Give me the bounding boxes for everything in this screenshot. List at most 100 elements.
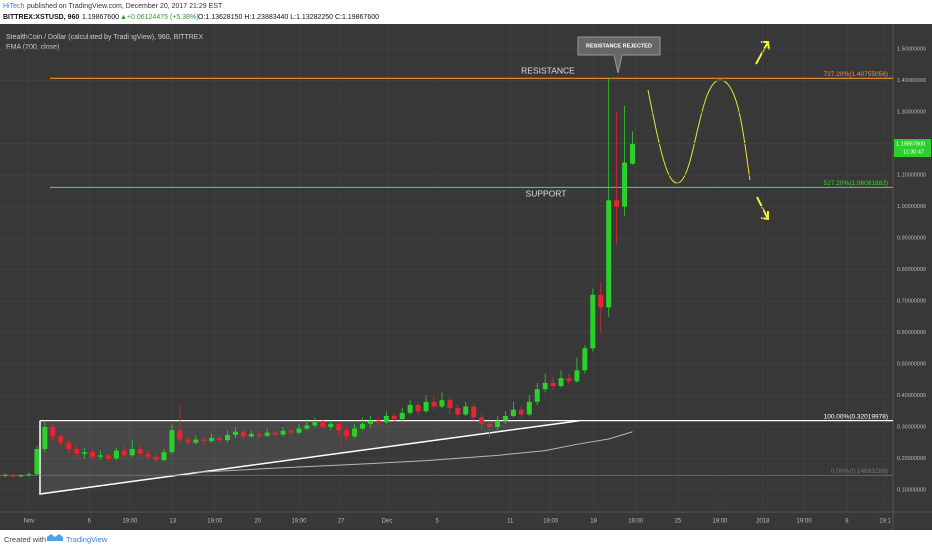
y-tick-label: 0.90000000 — [897, 236, 926, 242]
candle-body — [439, 400, 445, 407]
candle-body — [574, 370, 580, 382]
candle-body — [582, 348, 588, 371]
candle-body — [630, 143, 636, 164]
chart-title: StealthCoin / Dollar (calculated by Trad… — [6, 34, 203, 41]
y-tick-label: 0.80000000 — [897, 267, 926, 273]
candle-body — [463, 406, 469, 415]
author[interactable]: HiTech — [3, 3, 25, 10]
candle-body — [431, 401, 437, 407]
candle-body — [606, 200, 612, 308]
level-label: 100.00%(0.32019978) — [824, 413, 888, 420]
candle-body — [383, 415, 389, 423]
candle-body — [145, 453, 151, 457]
candle-body — [304, 425, 310, 429]
candle-body — [153, 456, 159, 461]
triangle-pattern — [39, 419, 581, 495]
candle-body — [256, 433, 262, 436]
x-tick-label: 19:00 — [122, 519, 138, 525]
x-tick-label: Nov — [24, 519, 35, 525]
candle-body — [97, 455, 103, 457]
candle-body — [391, 415, 397, 420]
level-label: 527.20%(1.06081882) — [824, 180, 888, 187]
x-tick-label: 20 — [254, 519, 261, 525]
candle-body — [487, 423, 493, 427]
candle-body — [360, 423, 366, 429]
y-tick-label: 1.00000000 — [897, 204, 926, 210]
arrow-up — [755, 41, 770, 65]
candle-body — [248, 433, 254, 437]
candle-body — [399, 412, 405, 420]
candle-body — [455, 408, 461, 415]
candle-body — [193, 439, 199, 443]
level-label: 727.20%(1.40755058) — [824, 71, 888, 78]
candle-body — [296, 428, 302, 433]
x-tick-label: 8 — [845, 519, 849, 525]
x-tick-label: 25 — [674, 519, 681, 525]
y-tick-label: 1.10000000 — [897, 173, 926, 179]
candle-body — [34, 449, 40, 475]
level-label: 0.00%(0.14683288) — [831, 468, 888, 475]
ohlc: O:1.13628150 H:1.23883440 L:1.13282250 C… — [198, 14, 379, 21]
price-timer: 11:30:47 — [903, 150, 924, 156]
price-label-box — [894, 139, 931, 158]
candle-body — [26, 474, 32, 476]
y-tick-label: 0.40000000 — [897, 393, 926, 399]
candle-body — [58, 436, 64, 443]
x-tick-label: 18 — [590, 519, 597, 525]
y-tick-label: 0.20000000 — [897, 456, 926, 462]
change: ▲+0.06124475 (+5.38%) — [120, 14, 199, 21]
footer-bar — [0, 530, 932, 550]
candle-body — [50, 426, 56, 437]
candle-body — [415, 404, 421, 412]
candle-body — [471, 406, 477, 418]
y-tick-label: 0.50000000 — [897, 361, 926, 367]
candle-body — [18, 475, 24, 477]
callout-text: RESISTANCE REJECTED — [586, 43, 652, 49]
footer-created: Created with — [4, 535, 46, 544]
support-label: SUPPORT — [526, 189, 567, 199]
y-tick-label: 1.40000000 — [897, 78, 926, 84]
header-bar — [0, 0, 932, 24]
footer-logo — [47, 534, 63, 541]
candle-body — [90, 452, 96, 457]
candle-body — [177, 430, 183, 440]
candle-body — [407, 404, 413, 413]
x-tick-label: 2018 — [756, 519, 770, 525]
callout-box — [577, 36, 661, 74]
x-tick-label: 19:00 — [543, 519, 559, 525]
candle-body — [161, 452, 167, 461]
candle-body — [510, 409, 516, 416]
candle-body — [367, 420, 373, 424]
y-tick-label: 0.30000000 — [897, 424, 926, 430]
candle-body — [590, 294, 596, 349]
candle-body — [225, 434, 231, 441]
x-tick-label: 19:00 — [291, 519, 307, 525]
candle-body — [105, 455, 111, 459]
candle-body — [312, 422, 318, 426]
last-price: 1.19867600 — [82, 14, 119, 21]
candle-body — [352, 428, 358, 437]
x-tick-label: 27 — [338, 519, 345, 525]
candle-body — [542, 382, 548, 390]
candle-body — [344, 430, 350, 437]
candle-body — [566, 378, 572, 382]
resistance-label: RESISTANCE — [521, 66, 575, 76]
x-tick-label: Dec — [382, 519, 393, 525]
candle-body — [201, 439, 207, 442]
ema-legend: EMA (200, close) — [6, 44, 59, 51]
candle-body — [209, 438, 215, 442]
candle-body — [447, 400, 453, 409]
ema-line — [195, 431, 633, 473]
candle-body — [622, 162, 628, 207]
x-tick-label: 13 — [169, 519, 176, 525]
candle-body — [320, 422, 326, 427]
x-tick-label: 19:00 — [797, 519, 813, 525]
candle-body — [518, 409, 524, 415]
footer-brand[interactable]: TradingView — [66, 535, 108, 544]
candle-body — [288, 430, 294, 433]
symbol: BITTREX:XSTUSD, 960 — [3, 14, 79, 21]
candle-body — [614, 200, 620, 207]
candle-body — [534, 389, 540, 402]
candle-body — [185, 439, 191, 443]
